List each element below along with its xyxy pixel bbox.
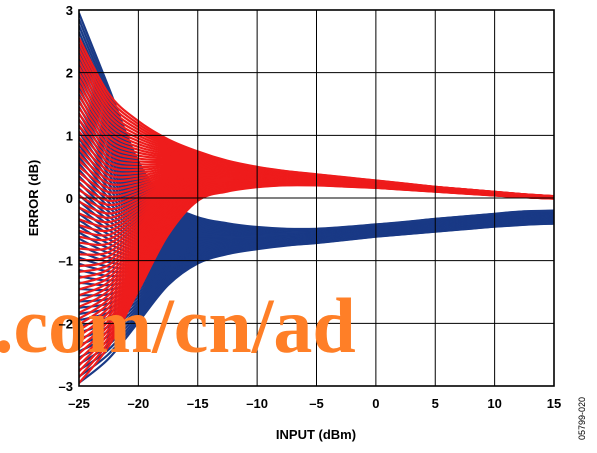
y-tick-label: 1 <box>66 128 73 143</box>
y-tick-labels: –3 –2 –1 0 1 2 3 <box>59 3 73 394</box>
y-tick-label: 3 <box>66 3 73 18</box>
x-tick-label: –5 <box>309 396 323 411</box>
watermark: .com/cn/ad <box>0 282 356 369</box>
y-tick-label: –3 <box>59 379 73 394</box>
y-tick-label: –1 <box>59 254 73 269</box>
x-axis-title: INPUT (dBm) <box>276 427 356 442</box>
y-axis-title: ERROR (dB) <box>26 160 41 237</box>
x-tick-label: –10 <box>246 396 268 411</box>
x-tick-label: 10 <box>487 396 501 411</box>
x-tick-label: –20 <box>128 396 150 411</box>
y-tick-label: 0 <box>66 191 73 206</box>
y-tick-label: 2 <box>66 66 73 81</box>
plot-frame <box>78 9 555 387</box>
y-tick-label: –2 <box>59 316 73 331</box>
x-tick-labels: –25 –20 –15 –10 –5 0 5 10 15 <box>68 396 561 411</box>
x-tick-label: 0 <box>372 396 379 411</box>
figure-code: 05799-020 <box>577 397 587 440</box>
x-tick-label: 5 <box>432 396 439 411</box>
x-tick-label: –15 <box>187 396 209 411</box>
x-tick-label: 15 <box>547 396 561 411</box>
x-tick-label: –25 <box>68 396 90 411</box>
